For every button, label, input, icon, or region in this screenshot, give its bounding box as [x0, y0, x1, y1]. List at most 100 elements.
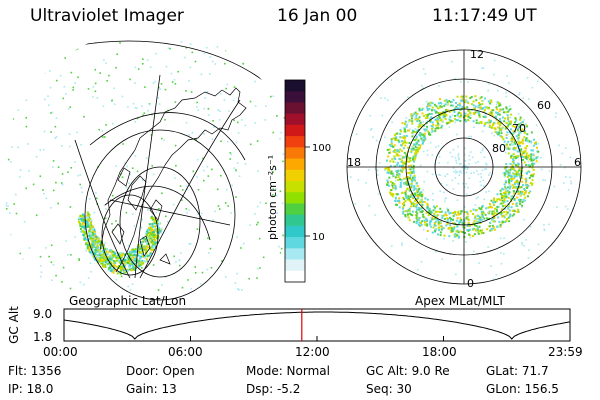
oval-pixel — [507, 120, 510, 123]
oval-pixel — [506, 189, 509, 192]
oval-pixel — [425, 218, 428, 221]
oval-pixel — [399, 128, 402, 131]
noise-pixel — [504, 144, 507, 147]
oval-pixel — [403, 204, 406, 207]
oval-pixel — [481, 229, 483, 232]
aurora-pixel — [100, 251, 103, 254]
noise-pixel — [115, 257, 117, 259]
noise-pixel — [282, 66, 285, 69]
oval-pixel — [464, 119, 467, 121]
oval-pixel — [406, 198, 409, 201]
aurora-pixel — [123, 259, 126, 262]
oval-pixel — [516, 150, 519, 153]
aurora-pixel — [145, 248, 148, 251]
aurora-pixel — [94, 253, 97, 255]
noise-pixel — [45, 197, 48, 200]
oval-pixel — [513, 125, 516, 128]
oval-pixel — [412, 196, 415, 198]
aurora-pixel — [82, 213, 85, 216]
noise-pixel — [83, 115, 85, 118]
oval-pixel — [527, 156, 530, 159]
oval-pixel — [412, 156, 415, 159]
oval-pixel — [409, 195, 412, 198]
noise-pixel — [157, 289, 160, 291]
oval-pixel — [519, 190, 522, 193]
oval-pixel — [511, 160, 514, 163]
aurora-pixel — [142, 246, 145, 249]
noise-pixel — [470, 135, 472, 138]
noise-pixel — [158, 103, 161, 105]
oval-pixel — [521, 190, 524, 193]
oval-pixel — [434, 224, 437, 227]
oval-pixel — [501, 136, 504, 139]
altitude-ylabel: GC Alt — [6, 306, 21, 344]
aurora-pixel — [84, 229, 87, 232]
aurora-pixel — [80, 230, 83, 233]
oval-pixel — [522, 139, 524, 142]
oval-pixel — [401, 136, 404, 139]
aurora-pixel — [141, 255, 144, 258]
oval-pixel — [421, 220, 424, 223]
aurora-pixel — [123, 258, 126, 261]
oval-pixel — [521, 204, 523, 207]
oval-pixel — [507, 171, 510, 174]
aurora-pixel — [157, 235, 160, 238]
oval-pixel — [413, 185, 416, 187]
noise-pixel — [155, 211, 157, 214]
oval-pixel — [435, 215, 438, 218]
noise-pixel — [224, 62, 226, 65]
oval-pixel — [448, 212, 451, 215]
oval-pixel — [443, 110, 446, 113]
aurora-pixel — [134, 248, 137, 251]
oval-pixel — [409, 178, 412, 180]
oval-pixel — [395, 170, 398, 173]
noise-pixel — [476, 218, 479, 221]
oval-pixel — [411, 117, 413, 120]
oval-pixel — [501, 194, 504, 197]
oval-pixel — [402, 162, 405, 165]
noise-pixel — [237, 288, 239, 290]
aurora-pixel — [89, 217, 92, 220]
noise-pixel — [487, 89, 489, 92]
oval-pixel — [491, 206, 493, 209]
noise-pixel — [280, 131, 283, 134]
oval-pixel — [433, 222, 436, 224]
noise-pixel — [281, 202, 284, 205]
oval-pixel — [509, 162, 512, 165]
noise-pixel — [201, 271, 204, 274]
oval-pixel — [511, 135, 514, 138]
noise-pixel — [444, 175, 446, 177]
aurora-pixel — [88, 234, 91, 237]
left-aurora-speckle — [5, 40, 297, 291]
oval-pixel — [404, 190, 407, 193]
noise-pixel — [89, 198, 91, 200]
noise-pixel — [508, 206, 511, 209]
noise-pixel — [409, 128, 411, 131]
noise-pixel — [181, 199, 183, 201]
noise-pixel — [454, 77, 457, 80]
oval-pixel — [432, 123, 435, 126]
oval-pixel — [494, 207, 496, 210]
noise-pixel — [5, 208, 8, 210]
noise-pixel — [455, 169, 457, 172]
noise-pixel — [505, 95, 507, 98]
noise-pixel — [257, 170, 259, 172]
noise-pixel — [256, 47, 258, 50]
oval-pixel — [516, 173, 519, 176]
noise-pixel — [563, 182, 565, 184]
noise-pixel — [462, 224, 465, 227]
oval-pixel — [504, 190, 507, 193]
aurora-pixel — [82, 230, 85, 233]
oval-pixel — [405, 183, 408, 186]
oval-pixel — [477, 104, 480, 107]
noise-pixel — [422, 68, 425, 70]
noise-pixel — [50, 261, 53, 264]
aurora-pixel — [98, 252, 101, 255]
oval-pixel — [468, 228, 471, 231]
noise-pixel — [259, 201, 262, 204]
oval-pixel — [417, 128, 420, 131]
oval-pixel — [484, 115, 487, 118]
noise-pixel — [142, 58, 144, 61]
oval-pixel — [399, 181, 402, 184]
oval-pixel — [500, 197, 503, 200]
